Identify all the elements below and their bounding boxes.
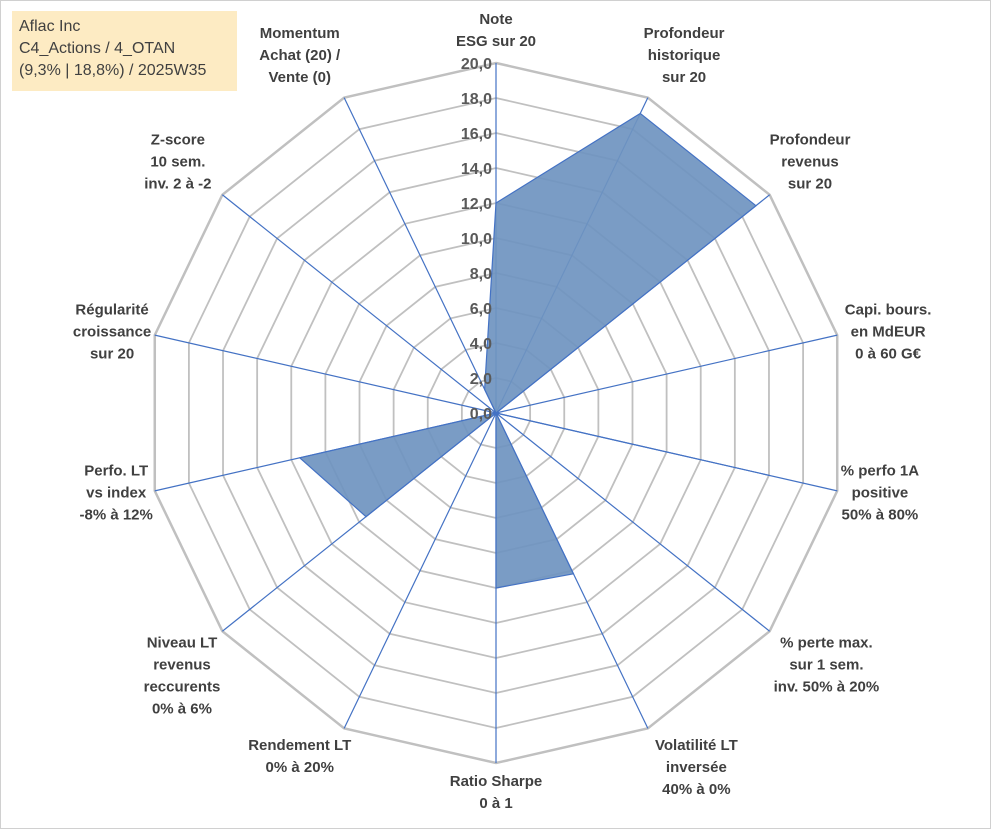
axis-label: % perte max. sur 1 sem. inv. 50% à 20% (774, 635, 880, 696)
tick-label: 2,0 (470, 371, 492, 388)
tick-label: 0,0 (470, 406, 492, 423)
axis-label-text: Momentum Achat (20) / Vente (0) (259, 25, 341, 86)
axis-label: Rendement LT 0% à 20% (248, 737, 351, 776)
tick-label: 16,0 (461, 126, 492, 143)
axis-label-text: Profondeur historique sur 20 (644, 25, 725, 86)
axis-label-text: Niveau LT revenus reccurents 0% à 6% (144, 635, 221, 718)
axis-spoke (495, 412, 771, 632)
axis-label: Ratio Sharpe 0 à 1 (450, 773, 543, 812)
axis-label: Profondeur historique sur 20 (644, 25, 725, 86)
axis-spoke (221, 194, 497, 414)
axis-label-text: % perte max. sur 1 sem. inv. 50% à 20% (774, 635, 880, 696)
axis-label: Z-score 10 sem. inv. 2 à -2 (144, 131, 211, 192)
axis-spoke (343, 97, 497, 414)
radar-series (298, 112, 770, 589)
axis-label: Niveau LT revenus reccurents 0% à 6% (144, 635, 221, 718)
axis-label-text: Profondeur revenus sur 20 (770, 131, 851, 192)
axis-label: Régularité croissance sur 20 (73, 301, 151, 362)
tick-label: 10,0 (461, 231, 492, 248)
axis-label-text: Rendement LT 0% à 20% (248, 737, 351, 776)
axis-label: Perfo. LT vs index -8% à 12% (79, 463, 152, 524)
axis-spoke (495, 334, 838, 414)
axis-label: Note ESG sur 20 (456, 11, 536, 50)
axis-label-text: Volatilité LT inversée 40% à 0% (655, 737, 738, 798)
axis-label: Profondeur revenus sur 20 (770, 131, 851, 192)
radar-tick-labels: 0,0 2,0 4,0 6,0 8,0 10,0 12,0 14,0 16,0 18,0 20,0 (461, 56, 492, 423)
axis-label-text: Ratio Sharpe 0 à 1 (450, 773, 543, 812)
tick-label: 8,0 (470, 266, 492, 283)
series-area (298, 112, 770, 589)
info-classification: C4_Actions / 4_OTAN (19, 40, 176, 57)
radar-axis-labels: Note ESG sur 20 Profondeur historique sur 20… (73, 11, 932, 812)
axis-label-text: Régularité croissance sur 20 (73, 301, 151, 362)
info-performance: (9,3% | 18,8%) / 2025W35 (19, 62, 207, 79)
axis-label: Volatilité LT inversée 40% à 0% (655, 737, 738, 798)
axis-label: % perfo 1A positive 50% à 80% (841, 463, 920, 524)
tick-label: 4,0 (470, 336, 492, 353)
axis-spoke (154, 334, 497, 414)
axis-label-text: Note ESG sur 20 (456, 11, 536, 50)
tick-label: 20,0 (461, 56, 492, 73)
axis-label: Capi. bours. en MdEUR 0 à 60 G€ (845, 301, 932, 362)
axis-label-text: Perfo. LT vs index -8% à 12% (79, 463, 152, 524)
axis-label-text: Capi. bours. en MdEUR 0 à 60 G€ (845, 301, 932, 362)
tick-label: 18,0 (461, 91, 492, 108)
axis-label-text: Z-score 10 sem. inv. 2 à -2 (144, 131, 211, 192)
tick-label: 12,0 (461, 196, 492, 213)
info-company-name: Aflac Inc (19, 18, 81, 35)
tick-label: 6,0 (470, 301, 492, 318)
axis-spoke (343, 412, 497, 729)
axis-label: Momentum Achat (20) / Vente (0) (259, 25, 341, 86)
tick-label: 14,0 (461, 161, 492, 178)
info-box: Aflac Inc C4_Actions / 4_OTAN (9,3% | 18… (12, 11, 237, 91)
axis-label-text: % perfo 1A positive 50% à 80% (841, 463, 920, 524)
